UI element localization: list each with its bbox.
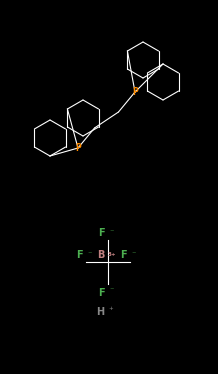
Text: ⁻: ⁻ bbox=[109, 227, 113, 236]
Text: ⁻: ⁻ bbox=[109, 285, 113, 294]
Text: F: F bbox=[98, 228, 105, 238]
Text: P: P bbox=[132, 87, 138, 97]
Text: ⁻: ⁻ bbox=[131, 249, 135, 258]
Text: ⁻: ⁻ bbox=[87, 249, 91, 258]
Text: +: + bbox=[108, 307, 113, 312]
Text: H: H bbox=[96, 307, 104, 317]
Text: F: F bbox=[98, 288, 105, 298]
Text: B: B bbox=[97, 250, 104, 260]
Text: P: P bbox=[75, 143, 81, 153]
Text: F: F bbox=[76, 250, 83, 260]
Text: 3+: 3+ bbox=[108, 252, 116, 257]
Text: F: F bbox=[120, 250, 127, 260]
